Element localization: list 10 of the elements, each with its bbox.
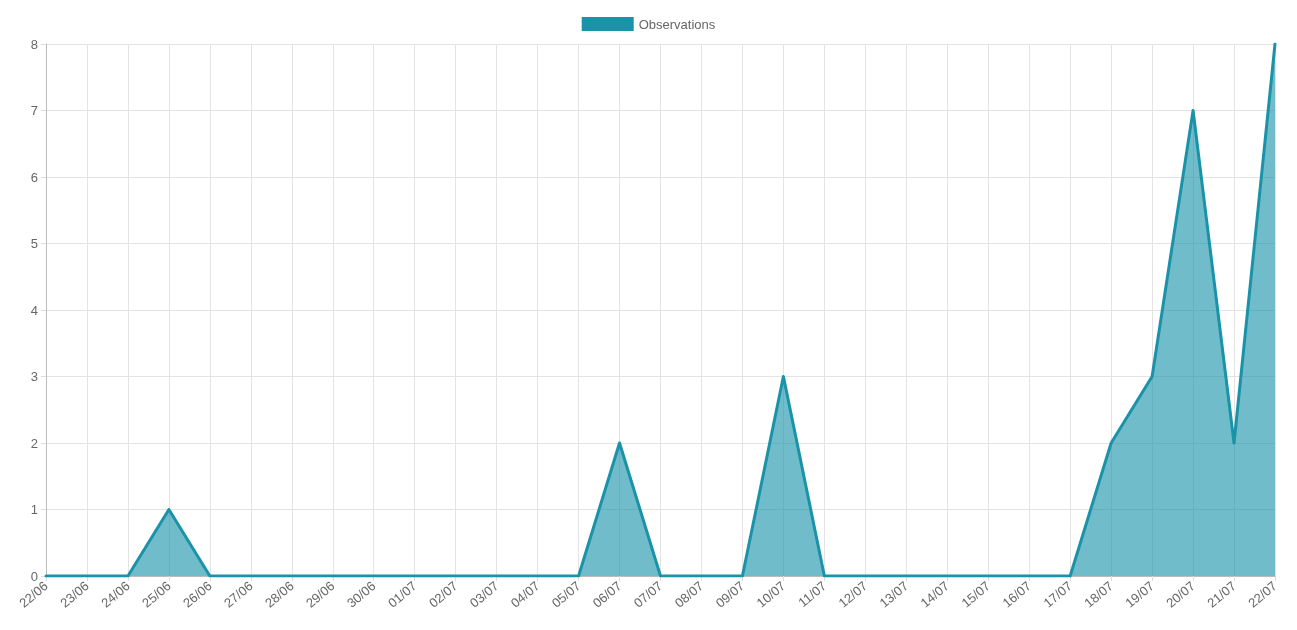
y-tick-label: 0 xyxy=(30,568,38,584)
y-tick-label: 7 xyxy=(30,103,38,118)
y-tick-label: 3 xyxy=(30,369,38,384)
legend-label: Observations xyxy=(638,16,716,32)
y-tick-label: 6 xyxy=(30,169,38,185)
y-tick-label: 8 xyxy=(30,36,38,52)
y-tick-label: 1 xyxy=(30,502,38,517)
y-tick-label: 2 xyxy=(30,435,38,451)
y-tick-label: 5 xyxy=(30,236,38,251)
y-tick-label: 4 xyxy=(30,302,38,318)
